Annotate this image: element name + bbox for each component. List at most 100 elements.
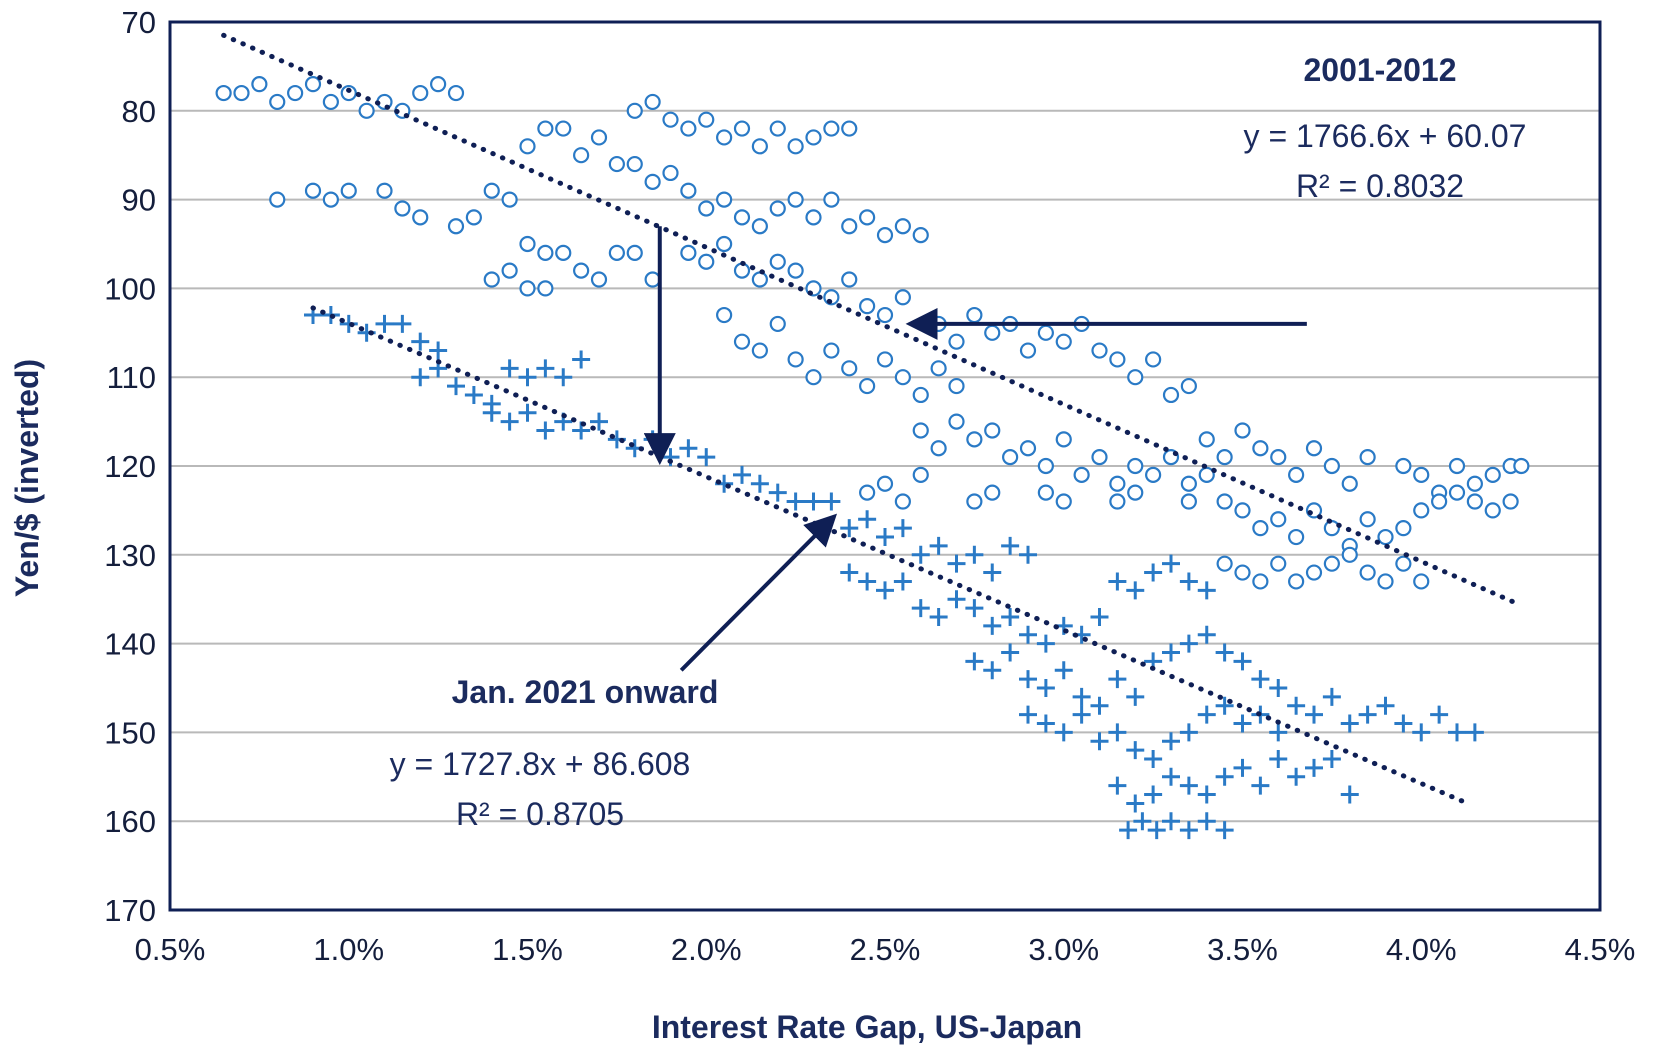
data-point-circle (769, 253, 786, 270)
data-point-circle (805, 369, 822, 386)
y-tick-label: 90 (122, 183, 156, 218)
data-point-circle (1448, 457, 1466, 475)
annotation-2001-2012-title: 2001-2012 (1303, 52, 1456, 88)
data-point-circle (1377, 573, 1394, 590)
data-point-circle (269, 191, 286, 208)
data-point-plus (697, 448, 716, 467)
data-point-plus (411, 332, 430, 351)
data-point-circle (1323, 555, 1340, 572)
data-point-plus (1162, 812, 1180, 831)
data-point-circle (751, 342, 768, 359)
data-point-plus (929, 536, 948, 555)
y-tick-label: 140 (104, 627, 156, 662)
data-point-circle (680, 120, 697, 137)
data-point-circle (590, 271, 608, 288)
data-point-plus (393, 314, 412, 333)
data-point-plus (929, 607, 948, 626)
data-point-circle (984, 422, 1001, 439)
data-point-circle (1145, 466, 1162, 483)
y-tick-label: 100 (104, 271, 156, 306)
data-point-plus (500, 359, 519, 378)
data-point-circle (698, 111, 715, 128)
annotation-arrow (679, 513, 838, 672)
data-point-circle (465, 209, 482, 226)
data-point-circle (430, 76, 447, 93)
data-point-plus (1090, 607, 1109, 626)
data-point-circle (1109, 475, 1126, 492)
y-tick-label: 70 (122, 5, 156, 40)
data-point-plus (1036, 634, 1055, 653)
data-point-circle (519, 280, 536, 297)
data-point-plus (679, 439, 698, 458)
data-point-circle (1055, 431, 1072, 448)
data-point-circle (1395, 555, 1412, 572)
data-point-circle (1341, 546, 1358, 563)
data-point-circle (1252, 573, 1269, 590)
data-point-circle (322, 191, 339, 208)
data-point-plus (1394, 714, 1413, 733)
y-tick-label: 110 (107, 360, 156, 395)
x-tick-label: 3.0% (1028, 932, 1099, 967)
data-point-circle (555, 244, 572, 261)
data-point-plus (1019, 625, 1037, 644)
x-tick-label: 0.5% (135, 932, 206, 967)
y-tick-label: 170 (104, 893, 156, 928)
data-point-plus (1340, 785, 1359, 804)
data-point-circle (912, 466, 929, 483)
data-point-circle (1216, 555, 1233, 572)
data-point-circle (1091, 449, 1108, 466)
data-point-circle (1019, 440, 1037, 457)
data-point-circle (1162, 386, 1180, 404)
data-point-plus (1019, 670, 1037, 689)
data-point-plus (768, 483, 787, 502)
data-point-circle (233, 84, 250, 102)
data-point-plus (1233, 652, 1252, 671)
data-point-plus (536, 421, 555, 440)
data-point-circle (716, 235, 733, 253)
data-point-circle (1395, 457, 1412, 475)
data-point-circle (644, 271, 661, 288)
data-point-plus (554, 368, 573, 387)
x-tick-label: 4.5% (1565, 932, 1636, 967)
x-tick-label: 3.5% (1207, 932, 1278, 967)
data-point-plus (1119, 821, 1138, 840)
data-point-circle (304, 76, 322, 93)
data-point-circle (501, 191, 518, 208)
x-tick-label: 4.0% (1386, 932, 1457, 967)
data-point-plus (1054, 661, 1073, 680)
data-point-plus (1305, 705, 1323, 724)
annotation-2021-r2: R² = 0.8705 (456, 796, 624, 832)
data-point-circle (1216, 449, 1233, 466)
data-point-circle (912, 227, 929, 244)
y-tick-label: 130 (104, 538, 156, 573)
data-point-circle (787, 262, 804, 279)
data-point-circle (859, 298, 876, 315)
data-point-circle (716, 191, 733, 208)
data-point-circle (1466, 493, 1483, 510)
data-point-circle (1216, 493, 1233, 510)
data-point-circle (733, 209, 751, 226)
data-point-circle (733, 120, 751, 137)
data-point-circle (412, 84, 429, 102)
data-point-circle (1413, 466, 1430, 483)
data-point-plus (1197, 785, 1216, 804)
data-point-plus (1287, 767, 1306, 786)
data-point-circle (1270, 449, 1287, 466)
data-point-circle (698, 200, 715, 217)
data-point-circle (966, 493, 983, 510)
data-point-plus (1179, 634, 1198, 653)
data-point-circle (1037, 484, 1054, 501)
data-point-plus (1090, 696, 1109, 715)
data-point-plus (1144, 563, 1163, 582)
x-axis-label: Interest Rate Gap, US-Japan (652, 1009, 1082, 1045)
data-point-circle (966, 306, 983, 324)
data-point-circle (894, 369, 911, 386)
data-point-circle (948, 377, 965, 395)
data-point-plus (858, 510, 877, 529)
data-point-circle (823, 191, 840, 208)
y-tick-label: 150 (104, 715, 156, 750)
annotation-arrows (643, 226, 1307, 672)
data-point-circle (519, 138, 536, 155)
data-point-plus (1179, 776, 1198, 795)
data-point-circle (787, 138, 804, 155)
